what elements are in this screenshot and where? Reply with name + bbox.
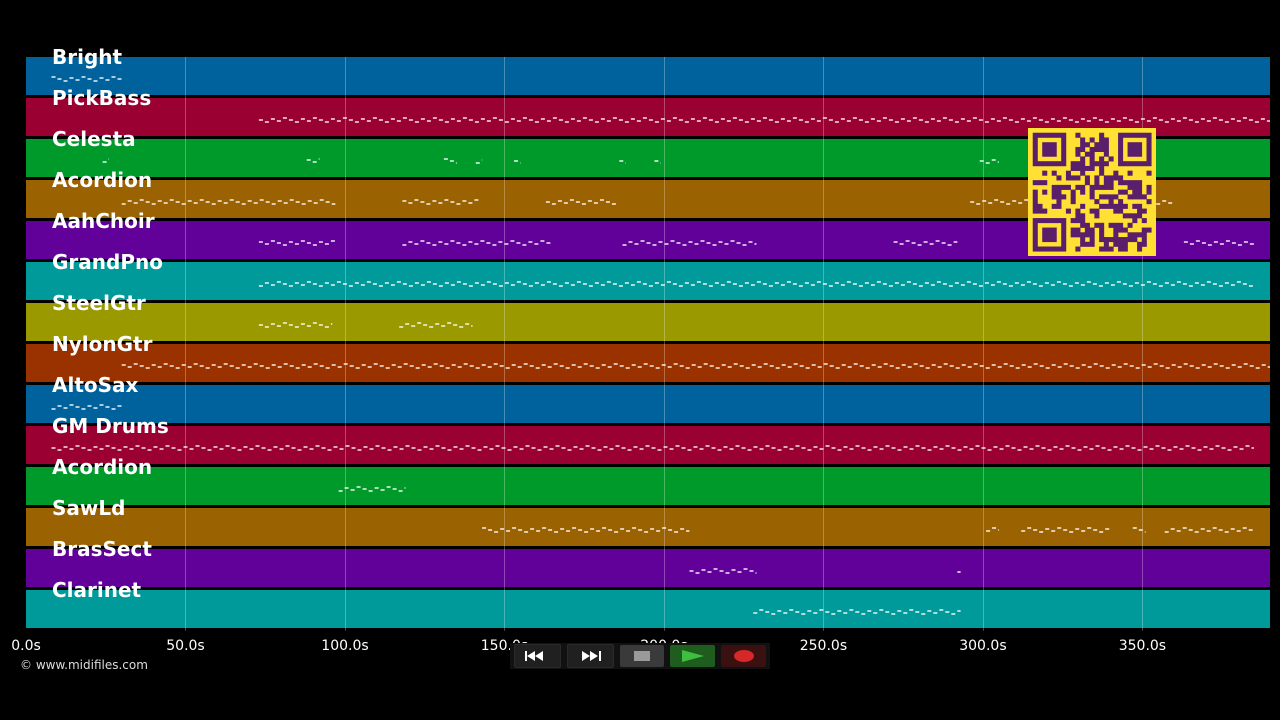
- track-label: AahChoir: [52, 209, 155, 233]
- track-label: AltoSax: [52, 373, 139, 397]
- gridline: [185, 57, 187, 631]
- note-segment: [258, 117, 1270, 123]
- track-lane: [26, 590, 1270, 630]
- note-segment: [258, 322, 333, 328]
- time-tick-label: 100.0s: [321, 638, 369, 654]
- time-tick-label: 350.0s: [1118, 638, 1167, 654]
- note-segment: [51, 404, 122, 410]
- note-segment: [622, 240, 757, 246]
- note-segment: [443, 158, 457, 164]
- play-button[interactable]: [670, 645, 716, 667]
- record-button[interactable]: [721, 645, 766, 667]
- qr-code: [1028, 128, 1156, 256]
- track-label: Acordion: [52, 168, 153, 192]
- track-label: SteelGtr: [52, 291, 146, 315]
- time-tick-label: 300.0s: [959, 638, 1007, 654]
- gridline: [982, 57, 984, 631]
- note-segment: [689, 568, 757, 574]
- note-segment: [306, 158, 320, 163]
- track-label: GM Drums: [52, 414, 169, 438]
- note-segment: [258, 240, 335, 246]
- note-layer: [51, 76, 1270, 615]
- rewind-icon: [525, 651, 544, 661]
- track-label: Celesta: [52, 127, 136, 151]
- note-segment: [51, 76, 122, 82]
- note-segment: [1164, 527, 1253, 533]
- note-segment: [102, 158, 109, 163]
- gridline: [344, 57, 346, 631]
- rewind-button[interactable]: [514, 644, 561, 668]
- fast-forward-icon: [582, 651, 602, 661]
- track-lane: [26, 508, 1270, 548]
- note-segment: [482, 527, 690, 533]
- copyright-text: © www.midifiles.com: [20, 658, 148, 672]
- note-segment: [893, 240, 958, 246]
- note-segment: [1132, 527, 1146, 533]
- note-segment: [258, 281, 1253, 287]
- track-label: PickBass: [52, 86, 152, 110]
- note-segment: [475, 159, 483, 164]
- track-label: Clarinet: [52, 578, 142, 602]
- note-segment: [1183, 240, 1254, 246]
- note-segment: [545, 199, 616, 205]
- stop-button[interactable]: [619, 645, 665, 667]
- track-lane: [26, 262, 1270, 302]
- track-label: SawLd: [52, 496, 126, 520]
- track-label: Acordion: [52, 455, 153, 479]
- time-tick-label: 50.0s: [166, 638, 205, 654]
- track-lane: [26, 467, 1270, 507]
- track-label: Bright: [52, 45, 123, 69]
- note-segment: [338, 486, 406, 492]
- record-icon: [733, 650, 754, 662]
- note-segment: [619, 160, 626, 164]
- note-segment: [121, 363, 1270, 369]
- track-label: GrandPno: [52, 250, 163, 274]
- track-label: NylonGtr: [52, 332, 153, 356]
- play-icon: [681, 650, 704, 662]
- time-tick-label: 250.0s: [799, 638, 848, 654]
- gridline: [663, 57, 665, 631]
- gridline: [1142, 57, 1144, 631]
- note-segment: [753, 609, 961, 615]
- note-segment: [979, 159, 999, 164]
- note-segment: [402, 199, 479, 205]
- gridline: [504, 57, 506, 631]
- stop-icon: [633, 651, 650, 661]
- track-label: BrasSect: [52, 537, 152, 561]
- note-segment: [399, 322, 473, 328]
- note-segment: [986, 527, 999, 532]
- time-tick-label: 0.0s: [11, 638, 41, 654]
- track-lane: [26, 303, 1270, 343]
- track-lane: [26, 549, 1270, 589]
- gridline: [823, 57, 825, 631]
- track-lane: [26, 344, 1270, 384]
- transport-controls: [510, 643, 770, 669]
- note-segment: [51, 445, 1254, 451]
- note-segment: [402, 240, 551, 246]
- note-segment: [121, 199, 336, 205]
- track-lane: [26, 57, 1270, 97]
- note-segment: [514, 160, 521, 164]
- track-lane: [26, 385, 1270, 425]
- fast-forward-button[interactable]: [566, 644, 614, 668]
- note-segment: [654, 160, 661, 164]
- qr-code-icon: [1032, 132, 1152, 252]
- note-segment: [1021, 527, 1110, 533]
